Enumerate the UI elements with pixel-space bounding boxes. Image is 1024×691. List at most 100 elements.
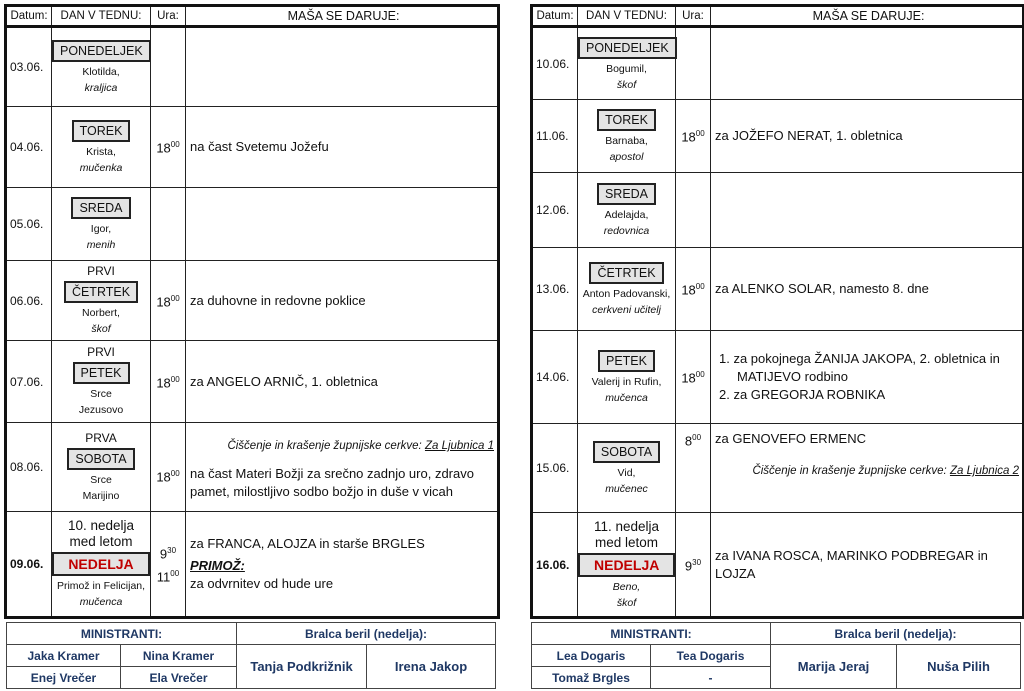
- saint-name: Barnaba,: [605, 135, 648, 147]
- day-prefix: med letom: [594, 534, 659, 550]
- day-name-box: TOREK: [597, 109, 656, 131]
- date-cell: 16.06.: [531, 512, 578, 618]
- time-cell: [675, 172, 711, 248]
- schedule-row: 14.06. PETEK Valerij in Rufin, mučenca 1800 1…: [531, 330, 1024, 424]
- day-cell: SREDA Igor, menih: [51, 187, 151, 261]
- time-hour: 18: [681, 370, 696, 386]
- time-hour: 8: [684, 433, 693, 449]
- day-name-box: SOBOTA: [592, 441, 661, 463]
- saint-name: Jezusovo: [78, 404, 124, 416]
- day-name-box: SREDA: [71, 197, 131, 219]
- day-cell: SREDA Adelajda, redovnica: [577, 172, 676, 248]
- time-minutes: 00: [170, 374, 180, 384]
- date-cell: 03.06.: [5, 26, 52, 107]
- mass-intention: za ALENKO SOLAR, namesto 8. dne: [715, 281, 929, 296]
- mass-intention: 2. za GREGORJA ROBNIKA: [719, 387, 886, 402]
- time-minutes: 00: [695, 129, 705, 139]
- altar-server: Enej Vrečer: [6, 666, 121, 689]
- time-minutes: 30: [167, 545, 177, 555]
- schedule-row: 16.06. 11. nedelja med letom NEDELJA Beno, šk…: [531, 512, 1024, 618]
- altar-server: Nina Kramer: [119, 644, 238, 667]
- mass-time: 1800: [676, 124, 710, 147]
- day-cell: ČETRTEK Anton Padovanski, cerkveni učitelj: [577, 247, 676, 331]
- saint-name: redovnica: [603, 225, 650, 237]
- mass-cell: Čiščenje in krašenje župnijske cerkve: Z…: [185, 422, 499, 512]
- mass-intention: za JOŽEFO NERAT, 1. obletnica: [715, 128, 903, 143]
- mass-intention: na čast Materi Božji za srečno zadnjo ur…: [190, 466, 474, 499]
- mass-cell: za ALENKO SOLAR, namesto 8. dne: [710, 247, 1024, 331]
- time-hour: 18: [156, 140, 171, 156]
- day-cell: 10. nedelja med letom NEDELJA Primož in Fel…: [51, 511, 151, 618]
- time-hour: 18: [156, 294, 171, 310]
- mass-time: 800: [676, 428, 710, 451]
- mass-intention: za ANGELO ARNIČ, 1. obletnica: [190, 373, 378, 389]
- time-header: Ura:: [675, 5, 711, 28]
- saint-name: Beno,: [612, 580, 641, 593]
- time-hour: 18: [156, 469, 171, 485]
- reader: Marija Jeraj: [770, 644, 898, 689]
- day-name-box: TOREK: [71, 120, 131, 142]
- day-prefix: PRVI: [87, 345, 115, 359]
- time-cell: 1800: [150, 422, 186, 512]
- mass-time: 930: [151, 541, 185, 564]
- day-prefix: 10. nedelja: [67, 518, 135, 533]
- mass-time: 1800: [151, 135, 185, 158]
- date-cell: 05.06.: [5, 187, 52, 261]
- day-box-wrap: PONEDELJEK: [578, 35, 677, 61]
- mass-time: 1800: [151, 464, 185, 487]
- day-box-wrap: ČETRTEK: [578, 260, 675, 286]
- mass-cell: za JOŽEFO NERAT, 1. obletnica: [710, 99, 1024, 173]
- schedule-row: 04.06. TOREK Krista, mučenka 1800 na čast Sve…: [5, 106, 499, 188]
- date-cell: 14.06.: [531, 330, 578, 424]
- cleaning-label: Čiščenje in krašenje župnijske cerkve:: [752, 465, 950, 477]
- date-header: Datum:: [531, 5, 578, 28]
- day-name-box: PETEK: [598, 350, 655, 372]
- schedule-table-week-2: Datum: DAN V TEDNU: Ura: MAŠA SE DARUJE: 10.…: [530, 4, 1024, 619]
- day-cell: TOREK Krista, mučenka: [51, 106, 151, 188]
- schedule-row: 08.06. PRVA SOBOTA Srce Marijino 1800 Čiščenje…: [5, 422, 499, 512]
- date-cell: 13.06.: [531, 247, 578, 331]
- saint-name: cerkveni učitelj: [592, 304, 661, 316]
- time-minutes: 00: [695, 370, 705, 380]
- footer-header-row: MINISTRANTI: Bralca beril (nedelja):: [530, 622, 1022, 645]
- mass-time: 1800: [676, 277, 710, 300]
- saint-name: Anton Padovanski,: [582, 288, 671, 300]
- time-cell: [675, 26, 711, 100]
- date-cell: 09.06.: [5, 511, 52, 618]
- day-cell: PONEDELJEK Klotilda, kraljica: [51, 26, 151, 107]
- mass-cell: za GENOVEFO ERMENC Čiščenje in krašenje ž…: [710, 423, 1024, 513]
- day-cell: PETEK Valerij in Rufin, mučenca: [577, 330, 676, 424]
- saint-name: Primož in Felicijan,: [56, 580, 146, 592]
- saint-name: Norbert,: [82, 307, 120, 319]
- day-box-wrap: PONEDELJEK: [52, 38, 151, 64]
- mass-time: 1800: [676, 365, 710, 388]
- day-name-box: ČETRTEK: [63, 281, 139, 303]
- saint-name: mučenca: [605, 392, 648, 404]
- time-cell: 1800: [150, 106, 186, 188]
- saint-name: mučenka: [79, 162, 123, 174]
- day-box-wrap: NEDELJA: [578, 551, 676, 579]
- date-cell: 10.06.: [531, 26, 578, 100]
- day-name-box: PETEK: [72, 362, 130, 384]
- day-box-wrap: TOREK: [578, 107, 675, 133]
- mass-intention: 1. za pokojnega ŽANIJA JAKOPA, 2. obletn…: [719, 351, 1000, 384]
- saint-name: Igor,: [90, 223, 112, 235]
- mass-cell: [710, 172, 1024, 248]
- mass-intention: za FRANCA, ALOJZA in starše BRGLES: [190, 536, 425, 551]
- date-cell: 12.06.: [531, 172, 578, 248]
- footer-row: Jaka Kramer Nina Kramer Tanja Podkrižnik Ir…: [6, 644, 497, 689]
- mass-intention: za odvrnitev od hude ure: [190, 576, 334, 591]
- time-hour: 9: [159, 546, 168, 561]
- time-cell: 930 1100: [150, 511, 186, 618]
- reader: Nuša Pilih: [896, 644, 1022, 689]
- date-cell: 15.06.: [531, 423, 578, 513]
- time-cell: 1800: [675, 247, 711, 331]
- schedule-row: 03.06. PONEDELJEK Klotilda, kraljica: [5, 26, 499, 107]
- time-minutes: 00: [695, 282, 705, 292]
- day-cell: SOBOTA Vid, mučenec: [577, 423, 676, 513]
- altar-server: Tomaž Brgles: [531, 666, 651, 689]
- day-cell: PRVI PETEK Srce Jezusovo: [51, 340, 151, 423]
- time-cell: 930: [675, 512, 711, 618]
- day-name-box: SREDA: [596, 183, 657, 205]
- time-cell: 1800: [150, 340, 186, 423]
